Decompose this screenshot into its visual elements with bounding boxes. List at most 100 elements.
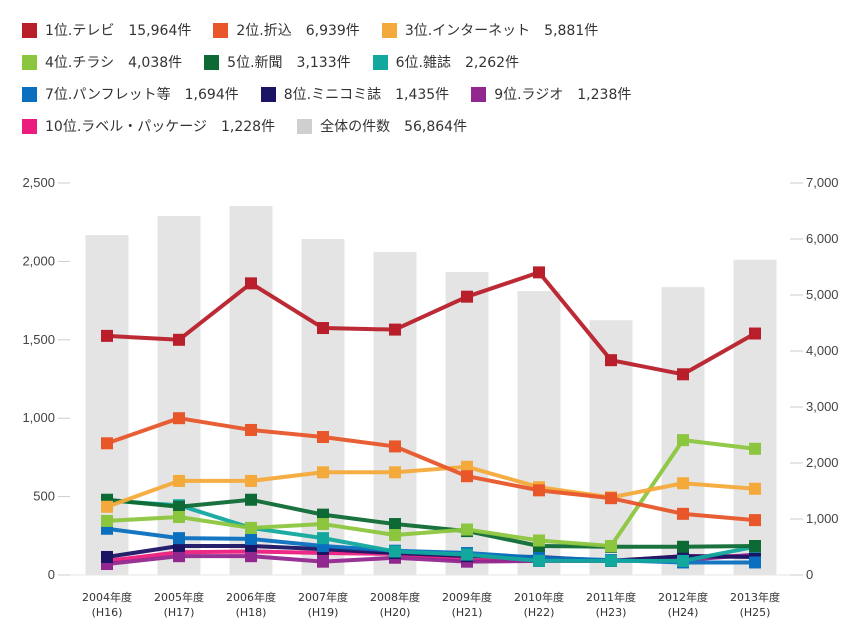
legend-item: 8位.ミニコミ誌 1,435件: [260, 84, 450, 104]
series-point: [533, 554, 545, 567]
series-line-group: [101, 412, 761, 527]
legend-count: 15,964件: [128, 23, 192, 39]
x-tick-label: 2009年度: [442, 590, 492, 604]
legend-item: 10位.ラベル・パッケージ 1,228件: [22, 116, 275, 136]
series-point: [245, 474, 257, 487]
x-tick-label: 2013年度: [730, 590, 780, 604]
series-point: [605, 354, 617, 367]
series-point: [317, 532, 329, 545]
series-point: [245, 532, 257, 545]
series-point: [389, 518, 401, 531]
series-point: [173, 510, 185, 523]
legend-swatch: [381, 22, 397, 38]
left-tick-label: 0: [48, 567, 55, 582]
series-point: [677, 368, 689, 381]
series-point: [533, 534, 545, 547]
x-tick-sublabel: (H24): [668, 606, 699, 619]
legend-count: 6,939件: [305, 23, 360, 39]
legend-row: 7位.パンフレット等 1,694件 8位.ミニコミ誌 1,435件 9位.ラジオ 1,23…: [22, 78, 842, 110]
legend-label: 6位.雑誌: [395, 55, 451, 71]
legend-swatch: [372, 54, 388, 70]
series-point: [317, 322, 329, 335]
series-point: [389, 529, 401, 542]
series-point: [317, 518, 329, 531]
series-line: [106, 464, 756, 509]
series-point: [677, 540, 689, 553]
series-point: [677, 507, 689, 520]
series-point: [749, 327, 761, 340]
x-tick-label: 2010年度: [514, 590, 564, 604]
series-point: [605, 492, 617, 505]
left-tick-label: 2,500: [22, 175, 55, 190]
series-point: [389, 545, 401, 558]
legend-swatch: [213, 22, 229, 38]
legend-item: 5位.新聞 3,133件: [204, 52, 351, 72]
legend-label: 2位.折込: [236, 23, 292, 39]
series-point: [101, 329, 113, 342]
x-tick-sublabel: (H19): [308, 606, 339, 619]
left-tick-label: 500: [33, 489, 55, 504]
x-tick-sublabel: (H22): [524, 606, 555, 619]
legend-count: 1,435件: [395, 87, 450, 103]
legend-row: 1位.テレビ 15,964件 2位.折込 6,939件 3位.インターネット 5,881件: [22, 14, 842, 46]
x-tick-label: 2012年度: [658, 590, 708, 604]
legend-label: 8位.ミニコミ誌: [283, 87, 382, 103]
legend-row: 10位.ラベル・パッケージ 1,228件 全体の件数 56,864件: [22, 110, 842, 142]
legend-swatch: [260, 86, 276, 102]
right-tick-label: 2,000: [806, 455, 839, 470]
x-tick-label: 2004年度: [82, 590, 132, 604]
x-tick-sublabel: (H23): [596, 606, 627, 619]
legend-item: 7位.パンフレット等 1,694件: [22, 84, 239, 104]
left-tick-label: 2,000: [22, 253, 55, 268]
legend-label: 7位.パンフレット等: [45, 87, 171, 103]
series-point: [245, 277, 257, 290]
bar-total-count: [517, 291, 561, 575]
series-point: [173, 412, 185, 425]
x-tick-label: 2011年度: [586, 590, 636, 604]
series-point: [317, 466, 329, 479]
legend-count: 2,262件: [464, 55, 520, 71]
bar-total-count: [733, 259, 777, 575]
series-point: [461, 523, 473, 536]
legend-label: 1位.テレビ: [45, 23, 115, 39]
series-point: [173, 550, 185, 563]
series-point: [173, 500, 185, 513]
lines-layer: [101, 266, 761, 571]
right-tick-label: 5,000: [806, 287, 839, 302]
series-point: [389, 466, 401, 479]
series-point: [389, 440, 401, 453]
series-line-group: [101, 434, 761, 552]
series-line-group: [101, 266, 761, 381]
legend-item: 1位.テレビ 15,964件: [22, 20, 191, 40]
series-point: [749, 442, 761, 455]
legend-count: 5,881件: [544, 23, 599, 39]
series-point: [461, 460, 473, 473]
x-tick-label: 2006年度: [226, 590, 276, 604]
series-point: [461, 548, 473, 561]
series-point: [461, 290, 473, 303]
series-point: [605, 539, 617, 552]
series-point: [317, 555, 329, 568]
series-point: [173, 333, 185, 346]
legend-swatch: [471, 86, 487, 102]
series-line: [106, 270, 756, 377]
legend-row: 4位.チラシ 4,038件 5位.新聞 3,133件 6位.雑誌 2,262件: [22, 46, 842, 78]
legend-count: 3,133件: [296, 55, 351, 71]
series-point: [173, 532, 185, 545]
legend-swatch: [22, 118, 37, 134]
legend-swatch: [22, 86, 37, 102]
chart-legend: 1位.テレビ 15,964件 2位.折込 6,939件 3位.インターネット 5,881件…: [22, 14, 842, 142]
series-line: [106, 416, 756, 523]
series-point: [677, 554, 689, 567]
legend-count: 1,694件: [184, 87, 239, 103]
x-tick-sublabel: (H16): [92, 606, 123, 619]
right-tick-label: 6,000: [806, 231, 839, 246]
series-line: [106, 497, 756, 549]
series-point: [749, 514, 761, 527]
left-tick-label: 1,500: [22, 332, 55, 347]
bar-total-count: [661, 287, 705, 575]
legend-label: 5位.新聞: [227, 55, 283, 71]
legend-item: 6位.雑誌 2,262件: [372, 52, 520, 72]
x-tick-label: 2005年度: [154, 590, 204, 604]
